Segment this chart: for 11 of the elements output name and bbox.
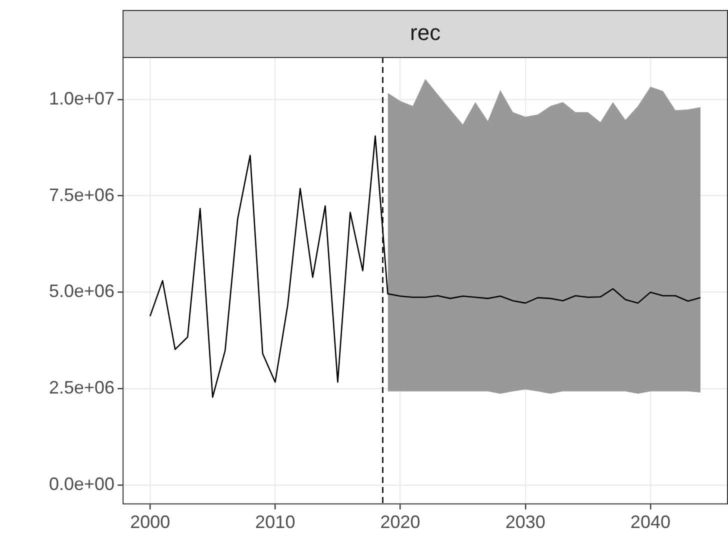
- chart-title: rec: [410, 20, 441, 46]
- y-tick-label: 1.0e+07: [48, 88, 115, 108]
- x-tick-label: 2010: [255, 512, 296, 532]
- x-tick-label: 2000: [130, 512, 170, 532]
- y-tick-label: 2.5e+06: [48, 378, 115, 398]
- x-tick-label: 2020: [380, 512, 420, 532]
- y-tick-label: 0.0e+00: [48, 474, 115, 494]
- y-tick-label: 7.5e+06: [48, 184, 115, 205]
- x-tick-label: 2040: [630, 512, 670, 532]
- y-tick-label: 5.0e+06: [48, 281, 115, 302]
- x-tick-label: 2030: [505, 512, 546, 532]
